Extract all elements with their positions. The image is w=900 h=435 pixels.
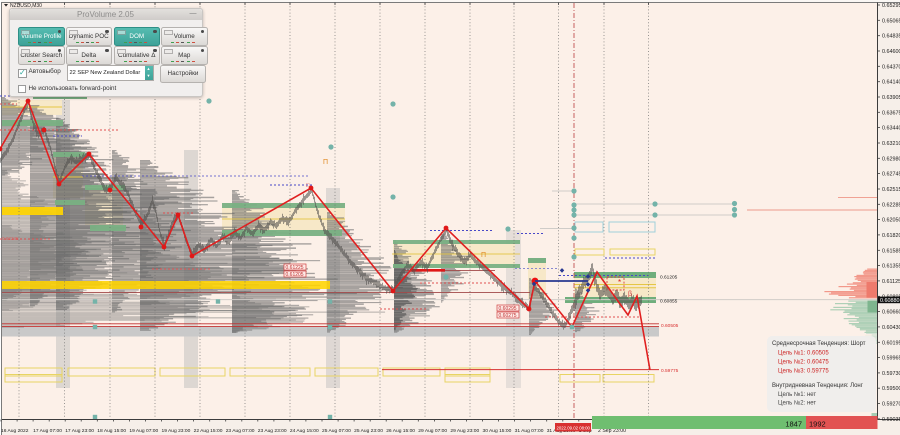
svg-text:0.60855: 0.60855	[660, 299, 678, 305]
svg-text:0.62515: 0.62515	[882, 187, 900, 193]
svg-text:0.65295: 0.65295	[882, 3, 900, 9]
svg-text:31 Aug 07:00: 31 Aug 07:00	[515, 428, 544, 434]
svg-text:0.63905: 0.63905	[882, 95, 900, 101]
svg-text:0.60295: 0.60295	[499, 306, 517, 312]
svg-text:□: □	[306, 183, 310, 189]
svg-text:0.60660: 0.60660	[882, 310, 900, 316]
svg-text:1847: 1847	[785, 420, 802, 429]
svg-text:П: П	[323, 159, 328, 166]
svg-text:0.61225: 0.61225	[286, 265, 304, 271]
svg-text:0.64370: 0.64370	[882, 64, 900, 70]
svg-text:0.61125: 0.61125	[882, 279, 900, 285]
svg-text:Цель №3: 0.59775: Цель №3: 0.59775	[778, 368, 829, 375]
svg-text:19 Aug 07:00: 19 Aug 07:00	[129, 428, 158, 434]
svg-text:0.60430: 0.60430	[882, 325, 900, 331]
svg-text:0.60275: 0.60275	[499, 313, 517, 319]
svg-text:22 Aug 15:00: 22 Aug 15:00	[194, 428, 223, 434]
svg-text:β: β	[628, 291, 632, 298]
svg-text:0.61820: 0.61820	[882, 233, 900, 239]
svg-text:Внутридневная Тенденция: Лонг: Внутридневная Тенденция: Лонг	[772, 383, 864, 389]
svg-text:17 Aug 07:00: 17 Aug 07:00	[33, 428, 62, 434]
svg-text:П: П	[481, 252, 486, 259]
svg-text:NZDUSD,M30: NZDUSD,M30	[10, 3, 42, 9]
svg-text:26 Aug 15:00: 26 Aug 15:00	[386, 428, 415, 434]
svg-text:Среднесрочная Тенденция: Шорт: Среднесрочная Тенденция: Шорт	[772, 341, 866, 347]
svg-text:1992: 1992	[809, 420, 826, 429]
svg-text:29 Aug 07:00: 29 Aug 07:00	[418, 428, 447, 434]
svg-text:16 Aug 2022: 16 Aug 2022	[1, 428, 29, 434]
svg-text:30 Aug 15:00: 30 Aug 15:00	[483, 428, 512, 434]
svg-text:0.59035: 0.59035	[882, 417, 900, 423]
svg-text:Цель №1: 0.60505: Цель №1: 0.60505	[778, 350, 829, 357]
svg-text:0.59270: 0.59270	[882, 402, 900, 408]
svg-text:0.61355: 0.61355	[882, 264, 900, 270]
svg-text:0.62245: 0.62245	[2, 236, 19, 241]
svg-text:0.59500: 0.59500	[882, 386, 900, 392]
svg-text:0.59730: 0.59730	[882, 371, 900, 377]
svg-text:0.61585: 0.61585	[882, 248, 900, 254]
svg-text:2 Sep 23:00: 2 Sep 23:00	[598, 428, 626, 434]
svg-text:0.63675: 0.63675	[882, 110, 900, 116]
svg-text:0.63210: 0.63210	[882, 141, 900, 147]
svg-text:0.63440: 0.63440	[882, 126, 900, 132]
svg-text:Цель №2: нет: Цель №2: нет	[778, 400, 816, 407]
svg-text:0.60195: 0.60195	[882, 340, 900, 346]
svg-text:0.65065: 0.65065	[882, 18, 900, 24]
svg-text:*: *	[618, 278, 621, 287]
svg-text:29 Aug 23:00: 29 Aug 23:00	[450, 428, 479, 434]
svg-text:0.61205: 0.61205	[660, 275, 678, 281]
svg-text:0.62285: 0.62285	[882, 202, 900, 208]
svg-text:0.59775: 0.59775	[661, 368, 679, 374]
svg-text:25 Aug 23:00: 25 Aug 23:00	[354, 428, 383, 434]
svg-text:25 Aug 07:00: 25 Aug 07:00	[322, 428, 351, 434]
svg-text:0.60505: 0.60505	[661, 323, 679, 329]
svg-text:Цель №1: нет: Цель №1: нет	[778, 391, 816, 398]
svg-text:0.64140: 0.64140	[882, 80, 900, 86]
svg-text:19 Aug 23:00: 19 Aug 23:00	[162, 428, 191, 434]
svg-text:0.61205: 0.61205	[286, 272, 304, 278]
svg-text:2022.09.02 08:00: 2022.09.02 08:00	[557, 426, 591, 431]
svg-text:0.64600: 0.64600	[882, 49, 900, 55]
svg-text:24 Aug 15:00: 24 Aug 15:00	[290, 428, 319, 434]
svg-text:23 Aug 23:00: 23 Aug 23:00	[258, 428, 287, 434]
svg-text:23 Aug 07:00: 23 Aug 07:00	[226, 428, 255, 434]
svg-text:0.62745: 0.62745	[882, 172, 900, 178]
svg-text:0.62050: 0.62050	[882, 218, 900, 224]
svg-text:0.64835: 0.64835	[882, 34, 900, 40]
svg-text:0.62980: 0.62980	[882, 156, 900, 162]
svg-text:0.60880: 0.60880	[880, 298, 900, 304]
svg-text:18 Aug 15:00: 18 Aug 15:00	[97, 428, 126, 434]
svg-text:17 Aug 23:00: 17 Aug 23:00	[65, 428, 94, 434]
svg-text:0.59965: 0.59965	[882, 356, 900, 362]
svg-text:Цель №2: 0.60475: Цель №2: 0.60475	[778, 359, 829, 366]
